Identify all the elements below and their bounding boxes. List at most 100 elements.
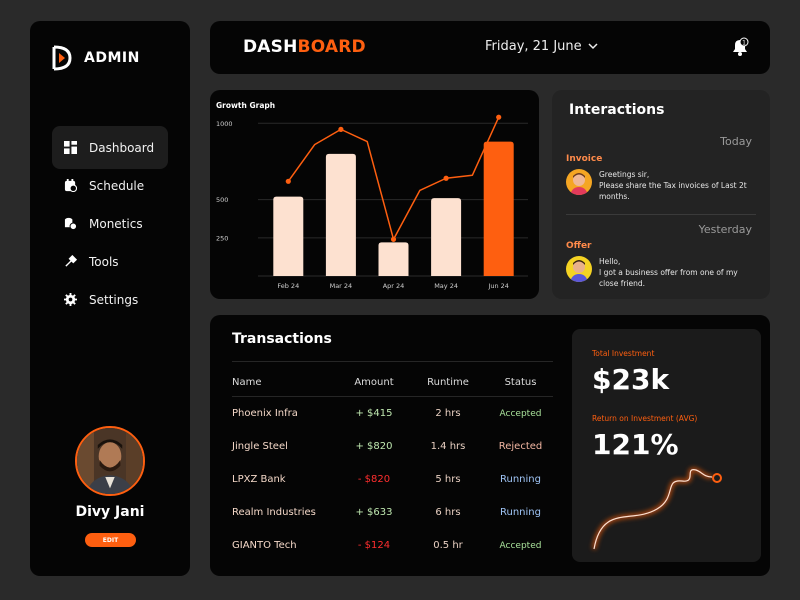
interactions-title: Interactions: [569, 102, 665, 118]
status-badge: Accepted: [499, 540, 542, 551]
chart-bar: [431, 198, 462, 276]
x-tick-label: Mar 24: [330, 282, 353, 290]
message-text: Hello, I got a business offer from one o…: [599, 256, 738, 289]
table-row[interactable]: Phoenix Infra + $415 2 hrs Accepted: [232, 397, 553, 430]
message-line: Greetings sir,: [599, 170, 650, 179]
date-selector[interactable]: Friday, 21 June: [485, 39, 598, 54]
column-header[interactable]: Runtime: [427, 376, 469, 388]
status-badge: Rejected: [498, 441, 543, 452]
message-line: months.: [599, 192, 630, 201]
table-row[interactable]: GIANTO Tech - $124 0.5 hr Accepted: [232, 529, 553, 562]
cell-runtime: 1.4 hrs: [430, 441, 466, 452]
sidebar-item-schedule[interactable]: Schedule: [52, 164, 168, 207]
x-tick-label: Apr 24: [383, 282, 405, 290]
chart-bar: [273, 196, 304, 276]
cell-name: GIANTO Tech: [232, 540, 297, 551]
y-tick-label: 1000: [216, 120, 233, 128]
cell-amount: + $415: [355, 408, 393, 419]
bell-icon: 1: [733, 37, 749, 56]
column-header[interactable]: Amount: [354, 376, 394, 388]
sidebar-item-dashboard[interactable]: Dashboard: [52, 126, 168, 169]
investment-card: Total Investment $23k Return on Investme…: [572, 329, 761, 562]
chart-bar: [378, 242, 409, 276]
roi-label: Return on Investment (AVG): [592, 414, 698, 423]
interaction-type: Invoice: [566, 154, 603, 164]
logo-icon: [52, 45, 72, 71]
message-line: Hello,: [599, 257, 621, 266]
column-header[interactable]: Status: [504, 376, 537, 388]
sidebar-item-tools[interactable]: Tools: [52, 240, 168, 283]
message-item[interactable]: Hello, I got a business offer from one o…: [566, 256, 761, 289]
date-label: Friday, 21 June: [485, 39, 582, 54]
calendar-icon: [63, 179, 77, 193]
growth-graph-card: Growth Graph 1000 500 250 Feb 24 Mar 24 Apr 2…: [210, 90, 539, 299]
chart-bar: [483, 141, 514, 276]
cell-runtime: 2 hrs: [435, 408, 461, 419]
status-badge: Running: [500, 474, 541, 485]
cell-amount: + $820: [355, 441, 393, 452]
chevron-down-icon: [588, 43, 598, 50]
sidebar-item-label: Settings: [89, 292, 139, 307]
brand-label: ADMIN: [84, 50, 140, 66]
message-item[interactable]: Greetings sir, Please share the Tax invo…: [566, 169, 761, 202]
notification-count: 1: [742, 39, 746, 46]
page-title: DASHBOARD: [243, 37, 366, 57]
edit-profile-button[interactable]: EDIT: [85, 533, 136, 547]
transactions-table: Name Amount Runtime Status Phoenix Infra…: [232, 367, 553, 562]
cell-amount: - $124: [357, 540, 391, 551]
notification-button[interactable]: 1: [730, 37, 750, 57]
tools-icon: [63, 255, 77, 269]
sidebar-item-settings[interactable]: Settings: [52, 278, 168, 321]
sidebar: ADMIN Dashboard Schedule Monetics Tools: [30, 21, 190, 576]
day-label: Today: [720, 135, 752, 148]
status-badge: Running: [500, 507, 541, 518]
day-label: Yesterday: [698, 223, 752, 236]
interactions-card: Interactions Today Invoice Greetings sir…: [552, 90, 770, 299]
roi-value: 121%: [592, 428, 679, 461]
cell-name: LPXZ Bank: [232, 474, 286, 485]
sidebar-item-monetics[interactable]: Monetics: [52, 202, 168, 245]
cell-amount: + $633: [355, 507, 393, 518]
table-row[interactable]: Realm Industries + $633 6 hrs Running: [232, 496, 553, 529]
roi-sparkline: [592, 467, 722, 550]
chart-point: [338, 126, 344, 132]
x-tick-label: May 24: [434, 282, 458, 290]
chart-point: [496, 114, 502, 120]
sidebar-nav: Dashboard Schedule Monetics Tools Settin…: [52, 126, 168, 316]
sidebar-item-label: Schedule: [89, 178, 145, 193]
x-tick-label: Feb 24: [277, 282, 299, 290]
column-header[interactable]: Name: [232, 376, 262, 388]
sidebar-item-label: Monetics: [89, 216, 143, 231]
sidebar-item-label: Dashboard: [89, 140, 155, 155]
chart-point: [443, 175, 449, 181]
table-row[interactable]: LPXZ Bank - $820 5 hrs Running: [232, 463, 553, 496]
total-investment-label: Total Investment: [592, 349, 655, 358]
dashboard-icon: [63, 141, 77, 155]
total-investment-value: $23k: [592, 363, 670, 396]
message-line: I got a business offer from one of my: [599, 268, 738, 277]
chart-point: [390, 236, 397, 242]
chart-bar: [325, 153, 356, 276]
chart-point: [285, 178, 291, 184]
y-tick-label: 500: [216, 196, 228, 204]
status-badge: Accepted: [499, 408, 542, 419]
contact-avatar: [566, 169, 592, 195]
cell-name: Phoenix Infra: [232, 408, 298, 419]
table-row[interactable]: Jingle Steel + $820 1.4 hrs Rejected: [232, 430, 553, 463]
growth-chart: Growth Graph 1000 500 250 Feb 24 Mar 24 Apr 2…: [216, 101, 528, 290]
transactions-title: Transactions: [232, 331, 332, 347]
user-name: Divy Jani: [75, 504, 145, 520]
cell-runtime: 5 hrs: [435, 474, 461, 485]
cell-runtime: 0.5 hr: [433, 540, 463, 551]
cell-runtime: 6 hrs: [435, 507, 461, 518]
cell-amount: - $820: [357, 474, 391, 485]
avatar[interactable]: [75, 426, 145, 496]
divider: [232, 396, 553, 397]
sparkline-end-marker: [712, 473, 722, 483]
chart-title: Growth Graph: [216, 101, 275, 110]
sidebar-item-label: Tools: [89, 254, 119, 269]
message-line: Please share the Tax invoices of Last 2t: [599, 181, 747, 190]
contact-avatar: [566, 256, 592, 282]
gear-icon: [63, 293, 77, 307]
brand[interactable]: ADMIN: [52, 45, 140, 71]
